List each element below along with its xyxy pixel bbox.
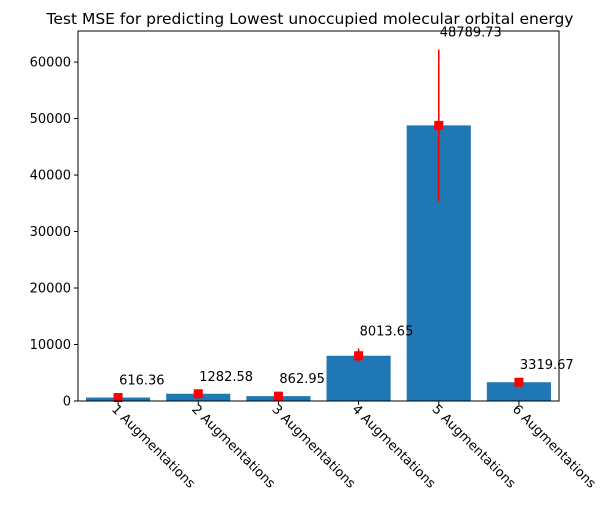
bar-4 xyxy=(326,355,391,401)
mean-marker-2 xyxy=(193,389,203,399)
y-tick-label-4: 40000 xyxy=(30,169,71,184)
x-tick-label-3: 4 Augmentations xyxy=(349,402,439,492)
plot-frame xyxy=(77,30,560,402)
chart-title: Test MSE for predicting Lowest unoccupie… xyxy=(46,10,574,28)
y-tick-label-2: 20000 xyxy=(30,282,71,297)
y-tick-label-5: 50000 xyxy=(30,112,71,127)
bar-6 xyxy=(486,382,551,401)
x-tick-label-5: 6 Augmentations xyxy=(509,402,599,492)
data-labels-layer: 616.36 1282.58 862.95 8013.65 48789.73 3319.6… xyxy=(119,26,574,389)
y-tick-label-3: 30000 xyxy=(30,225,71,240)
bars-layer xyxy=(86,125,551,401)
x-tick-label-0: 1 Augmentations xyxy=(108,402,198,492)
mean-marker-3 xyxy=(273,391,283,401)
y-tick-label-6: 60000 xyxy=(30,56,71,71)
data-label-2: 1282.58 xyxy=(199,370,253,385)
y-tick-label-0: 0 xyxy=(63,395,71,410)
y-axis: 0 10000 20000 30000 40000 50000 60000 xyxy=(30,56,78,410)
data-label-5: 48789.73 xyxy=(440,26,502,41)
mean-marker-1 xyxy=(113,393,123,403)
data-label-4: 8013.65 xyxy=(360,324,414,339)
x-tick-label-2: 3 Augmentations xyxy=(269,402,359,492)
mean-marker-5 xyxy=(434,120,444,130)
y-tick-label-1: 10000 xyxy=(30,338,71,353)
data-label-6: 3319.67 xyxy=(520,358,574,373)
mean-marker-4 xyxy=(354,351,364,361)
x-tick-label-4: 5 Augmentations xyxy=(429,402,519,492)
data-label-1: 616.36 xyxy=(119,374,165,389)
x-tick-label-1: 2 Augmentations xyxy=(188,402,278,492)
mean-marker-6 xyxy=(514,377,524,387)
markers-layer xyxy=(113,120,524,403)
data-label-3: 862.95 xyxy=(279,372,325,387)
